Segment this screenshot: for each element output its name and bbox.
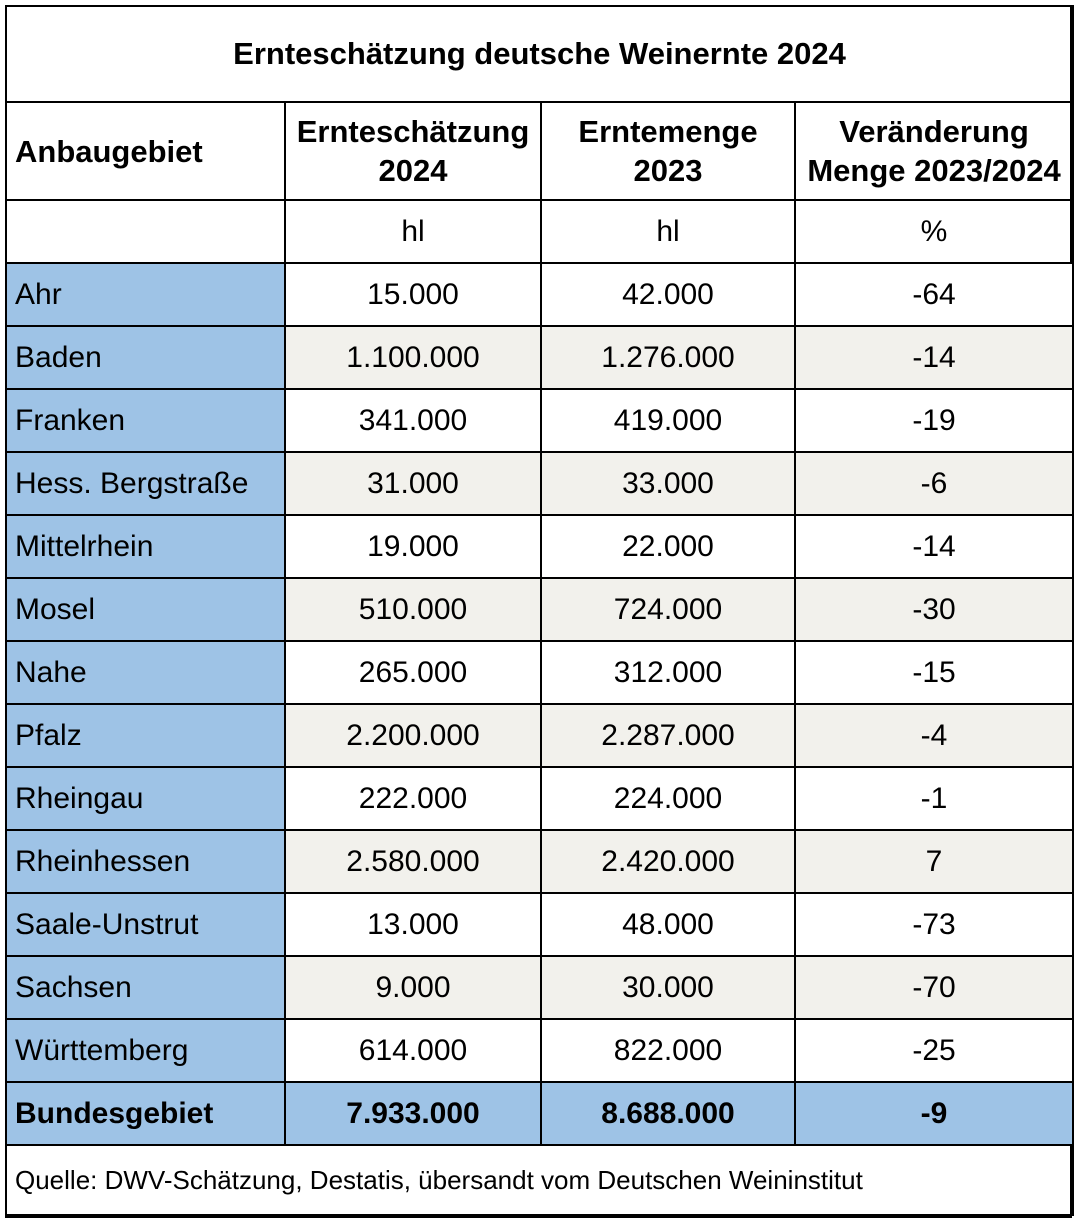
region-cell: Franken	[5, 388, 286, 453]
table-row: Württemberg 614.000 822.000 -25	[5, 1018, 1075, 1083]
estimate-cell: 13.000	[284, 892, 542, 957]
region-cell: Nahe	[5, 640, 286, 705]
change-cell: -14	[793, 514, 1075, 579]
harvest-table-frame: Ernteschätzung deutsche Weinernte 2024 A…	[4, 5, 1075, 1218]
table-row: Rheingau 222.000 224.000 -1	[5, 766, 1075, 831]
estimate-cell: 614.000	[284, 1018, 542, 1083]
harvest-cell: 2.287.000	[540, 703, 796, 768]
header-change: Veränderung Menge 2023/2024	[793, 101, 1075, 201]
harvest-cell: 312.000	[540, 640, 796, 705]
harvest-cell: 724.000	[540, 577, 796, 642]
region-cell: Baden	[5, 325, 286, 390]
total-change-cell: -9	[793, 1081, 1075, 1146]
table-row: Hess. Bergstraße 31.000 33.000 -6	[5, 451, 1075, 516]
total-region-cell: Bundesgebiet	[5, 1081, 286, 1146]
region-cell: Hess. Bergstraße	[5, 451, 286, 516]
harvest-cell: 224.000	[540, 766, 796, 831]
table-title: Ernteschätzung deutsche Weinernte 2024	[4, 5, 1075, 103]
estimate-cell: 1.100.000	[284, 325, 542, 390]
header-region: Anbaugebiet	[5, 101, 286, 201]
estimate-cell: 9.000	[284, 955, 542, 1020]
change-cell: 7	[793, 829, 1075, 894]
harvest-table: Ernteschätzung deutsche Weinernte 2024 A…	[4, 5, 1075, 1216]
table-row: Franken 341.000 419.000 -19	[5, 388, 1075, 453]
header-harvest: Erntemenge 2023	[540, 101, 796, 201]
change-cell: -19	[793, 388, 1075, 453]
table-row: Mosel 510.000 724.000 -30	[5, 577, 1075, 642]
unit-harvest: hl	[540, 199, 796, 264]
table-row: Saale-Unstrut 13.000 48.000 -73	[5, 892, 1075, 957]
change-cell: -25	[793, 1018, 1075, 1083]
estimate-cell: 2.200.000	[284, 703, 542, 768]
total-harvest-cell: 8.688.000	[540, 1081, 796, 1146]
harvest-cell: 33.000	[540, 451, 796, 516]
unit-estimate: hl	[284, 199, 542, 264]
change-cell: -1	[793, 766, 1075, 831]
estimate-cell: 265.000	[284, 640, 542, 705]
region-cell: Saale-Unstrut	[5, 892, 286, 957]
harvest-cell: 2.420.000	[540, 829, 796, 894]
table-row: Baden 1.100.000 1.276.000 -14	[5, 325, 1075, 390]
table-row: Pfalz 2.200.000 2.287.000 -4	[5, 703, 1075, 768]
change-cell: -15	[793, 640, 1075, 705]
region-cell: Ahr	[5, 262, 286, 327]
table-row: Sachsen 9.000 30.000 -70	[5, 955, 1075, 1020]
harvest-cell: 822.000	[540, 1018, 796, 1083]
header-estimate: Ernteschätzung 2024	[284, 101, 542, 201]
region-cell: Württemberg	[5, 1018, 286, 1083]
table-row: Nahe 265.000 312.000 -15	[5, 640, 1075, 705]
harvest-cell: 48.000	[540, 892, 796, 957]
region-cell: Mittelrhein	[5, 514, 286, 579]
region-cell: Sachsen	[5, 955, 286, 1020]
change-cell: -64	[793, 262, 1075, 327]
estimate-cell: 2.580.000	[284, 829, 542, 894]
harvest-cell: 22.000	[540, 514, 796, 579]
change-cell: -73	[793, 892, 1075, 957]
harvest-cell: 419.000	[540, 388, 796, 453]
table-row: Ahr 15.000 42.000 -64	[5, 262, 1075, 327]
estimate-cell: 15.000	[284, 262, 542, 327]
estimate-cell: 222.000	[284, 766, 542, 831]
change-cell: -6	[793, 451, 1075, 516]
table-row: Mittelrhein 19.000 22.000 -14	[5, 514, 1075, 579]
estimate-cell: 19.000	[284, 514, 542, 579]
region-cell: Mosel	[5, 577, 286, 642]
region-cell: Pfalz	[5, 703, 286, 768]
harvest-cell: 30.000	[540, 955, 796, 1020]
unit-region	[5, 199, 286, 264]
change-cell: -30	[793, 577, 1075, 642]
source-note: Quelle: DWV-Schätzung, Destatis, übersan…	[4, 1144, 1075, 1216]
estimate-cell: 31.000	[284, 451, 542, 516]
region-cell: Rheinhessen	[5, 829, 286, 894]
region-cell: Rheingau	[5, 766, 286, 831]
harvest-cell: 1.276.000	[540, 325, 796, 390]
unit-change: %	[793, 199, 1075, 264]
change-cell: -70	[793, 955, 1075, 1020]
table-row: Rheinhessen 2.580.000 2.420.000 7	[5, 829, 1075, 894]
total-estimate-cell: 7.933.000	[284, 1081, 542, 1146]
estimate-cell: 510.000	[284, 577, 542, 642]
harvest-cell: 42.000	[540, 262, 796, 327]
change-cell: -14	[793, 325, 1075, 390]
estimate-cell: 341.000	[284, 388, 542, 453]
change-cell: -4	[793, 703, 1075, 768]
total-row: Bundesgebiet 7.933.000 8.688.000 -9	[5, 1081, 1075, 1146]
